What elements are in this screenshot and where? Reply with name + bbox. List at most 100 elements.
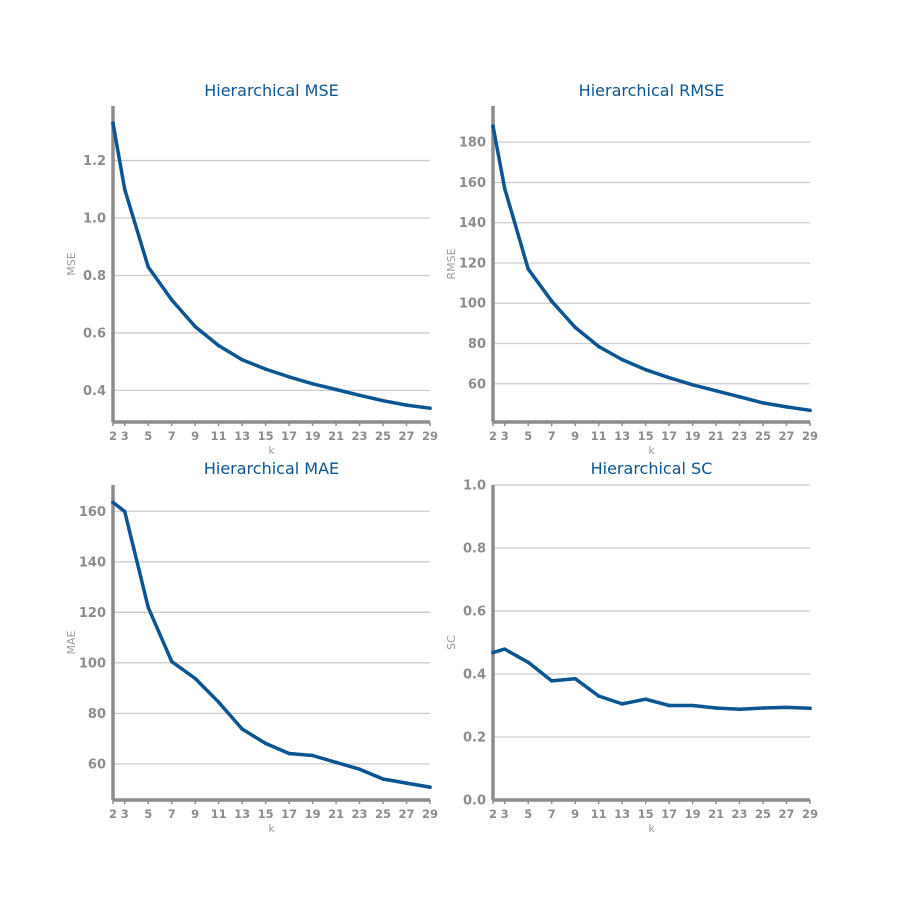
mae-title: Hierarchical MAE — [204, 459, 339, 478]
sc-xtick-label: 7 — [548, 807, 556, 821]
mse-xtick-label: 3 — [121, 429, 129, 443]
mae-data-point — [216, 700, 221, 705]
rmse-data-point — [690, 382, 695, 387]
mse-xtick-label: 27 — [399, 429, 415, 443]
mse-data-point — [122, 187, 127, 192]
mae-xtick-label: 23 — [352, 807, 368, 821]
sc-data-point — [502, 647, 507, 651]
sc-data-point — [491, 650, 495, 655]
sc-xtick-label: 17 — [661, 807, 677, 821]
rmse-data-point — [620, 357, 624, 362]
rmse-xtick-label: 29 — [802, 429, 818, 443]
rmse-data-point — [491, 124, 495, 128]
rmse-ytick-label: 140 — [459, 216, 486, 231]
rmse-panel: 60 80 100 120 140 160 180 2 3 5 7 9 11 13 15 17 19 21 23 25… — [445, 81, 818, 457]
sc-data-point — [761, 706, 765, 710]
mae-y-axis-label: MAE — [65, 630, 78, 654]
sc-data-point — [784, 705, 789, 710]
sc-xtick-label: 19 — [685, 807, 701, 821]
sc-series-line — [491, 647, 812, 712]
sc-ytick-label: 0.2 — [463, 731, 486, 746]
mse-data-point — [263, 367, 268, 371]
mae-xtick-label: 3 — [121, 807, 129, 821]
sc-data-point — [808, 706, 812, 711]
mae-data-point — [428, 785, 432, 789]
sc-ytick-label: 0.0 — [463, 794, 486, 809]
rmse-x-axis-label: k — [648, 444, 655, 457]
sc-xtick-label: 9 — [571, 807, 579, 821]
mae-xtick-label: 19 — [305, 807, 321, 821]
rmse-xtick-label: 2 — [489, 429, 497, 443]
mse-xtick-label: 25 — [375, 429, 391, 443]
mse-xtick-label: 9 — [191, 429, 199, 443]
rmse-data-point — [808, 408, 812, 413]
mse-ytick-label: 0.4 — [83, 384, 106, 399]
sc-data-point — [620, 702, 624, 706]
rmse-xtick-label: 13 — [614, 429, 630, 443]
sc-xtick-label: 29 — [802, 807, 818, 821]
mse-xtick-label: 11 — [211, 429, 227, 443]
mse-data-point — [428, 406, 432, 411]
rmse-xtick-label: 9 — [571, 429, 579, 443]
mse-data-point — [357, 393, 362, 398]
sc-xtick-label: 25 — [755, 807, 771, 821]
rmse-ytick-label: 100 — [459, 297, 486, 312]
mae-xtick-label: 17 — [281, 807, 297, 821]
sc-xtick-label: 2 — [489, 807, 497, 821]
mse-series-line — [111, 121, 432, 410]
mae-data-point — [381, 777, 385, 781]
sc-data-point — [714, 706, 718, 710]
mae-data-point — [240, 727, 244, 731]
mae-xtick-label: 9 — [191, 807, 199, 821]
mae-data-point — [169, 659, 174, 664]
mse-ytick-label: 0.8 — [83, 269, 106, 284]
sc-xtick-label: 23 — [732, 807, 748, 821]
mse-data-point — [146, 265, 151, 269]
mae-ytick-label: 120 — [79, 606, 106, 621]
rmse-ytick-label: 80 — [468, 337, 486, 352]
rmse-xtick-label: 7 — [548, 429, 556, 443]
sc-data-point — [549, 679, 554, 683]
rmse-data-point — [502, 186, 507, 191]
rmse-data-point — [526, 267, 531, 271]
mae-data-point — [193, 676, 197, 681]
rmse-series-line — [491, 124, 812, 413]
mse-data-point — [310, 381, 315, 386]
rmse-data-point — [643, 367, 648, 372]
mse-data-point — [240, 357, 244, 362]
sc-xtick-label: 15 — [638, 807, 654, 821]
mse-xtick-label: 29 — [422, 429, 438, 443]
mae-data-point — [111, 500, 115, 505]
mse-xtick-label: 15 — [258, 429, 274, 443]
mse-data-point — [169, 298, 174, 302]
mse-panel: 0.4 0.6 0.8 1.0 1.2 2 3 5 7 9 11 13 15 17 19 21 23 25 27 29… — [65, 81, 438, 457]
mse-ytick-label: 1.0 — [83, 212, 106, 227]
mae-panel: 60 80 100 120 140 160 2 3 5 7 9 11 13 15 17 19 21 23 25 27 2… — [65, 459, 438, 835]
mae-ytick-label: 80 — [88, 707, 106, 722]
sc-xtick-label: 21 — [708, 807, 724, 821]
mse-xtick-label: 17 — [281, 429, 297, 443]
rmse-data-point — [784, 405, 789, 409]
mae-xtick-label: 21 — [328, 807, 344, 821]
sc-data-point — [526, 660, 531, 665]
mae-xtick-label: 5 — [144, 807, 152, 821]
mse-data-point — [381, 398, 385, 403]
sc-data-point — [573, 676, 577, 681]
mse-data-point — [287, 375, 291, 379]
rmse-data-point — [596, 344, 601, 349]
mae-ytick-label: 100 — [79, 656, 106, 671]
mse-y-axis-label: MSE — [65, 252, 78, 275]
rmse-data-point — [549, 299, 554, 304]
mae-xtick-label: 11 — [211, 807, 227, 821]
rmse-data-point — [667, 375, 671, 380]
sc-xtick-label: 11 — [591, 807, 607, 821]
mse-data-point — [404, 403, 409, 407]
mae-ytick-label: 160 — [79, 505, 106, 520]
mae-ytick-label: 140 — [79, 555, 106, 570]
mae-x-axis-label: k — [268, 822, 275, 835]
mse-x-axis-label: k — [268, 444, 275, 457]
mse-data-point — [334, 387, 338, 392]
mae-data-point — [122, 509, 127, 514]
sc-data-point — [737, 707, 742, 712]
